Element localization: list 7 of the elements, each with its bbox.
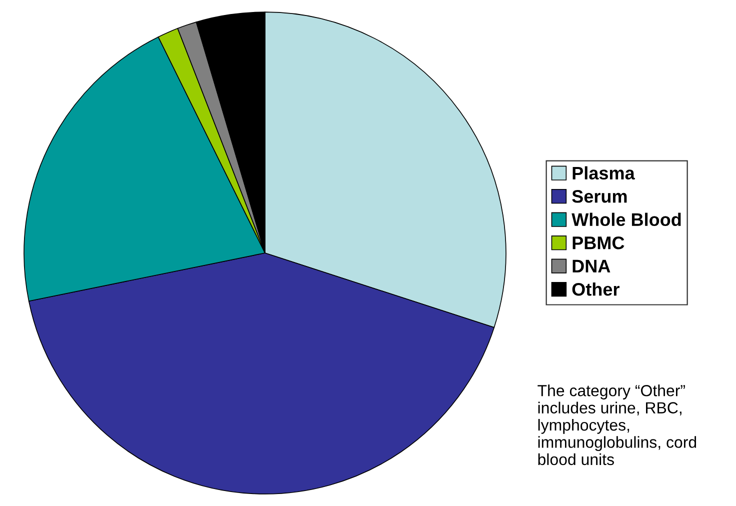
legend-label: Serum — [572, 190, 627, 203]
legend-label: Whole Blood — [572, 212, 681, 226]
legend-label: DNA — [572, 260, 610, 272]
text: The category “Other” includes urine, RBC, lymphocytes, immunoglobulins, cord blood units — [538, 384, 696, 466]
legend-label: Plasma — [572, 166, 635, 180]
legend-label: Other — [572, 282, 620, 296]
legend-label: PBMC — [572, 236, 624, 250]
